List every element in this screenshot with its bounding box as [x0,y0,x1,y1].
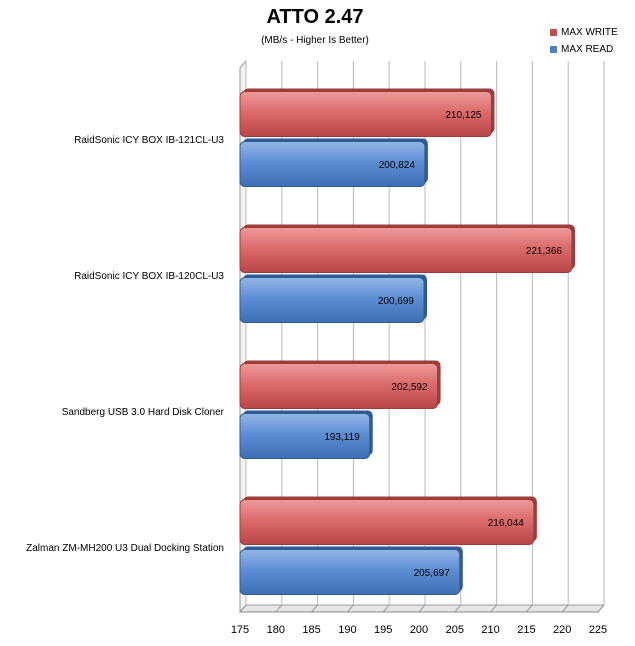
legend-label-write: MAX WRITE [561,27,618,38]
bar-write [239,363,439,409]
gridline-floor [561,604,569,613]
x-tick-label: 225 [589,624,607,636]
bar-read [239,413,371,459]
gridline-floor [311,604,318,613]
data-label-read: 205,697 [414,568,451,579]
category-label: Zalman ZM-MH200 U3 Dual Docking Station [26,543,224,554]
gridline-floor [490,604,497,613]
gridline-floor [597,604,605,613]
x-tick-label: 190 [338,624,356,636]
category-label: RaidSonic ICY BOX IB-121CL-U3 [74,135,224,146]
chart-title: ATTO 2.47 [266,6,364,28]
data-label-write: 202,592 [391,382,428,393]
data-label-read: 193,119 [324,432,360,443]
gridline-floor [382,604,390,613]
gridline-floor [239,604,247,613]
category-label: Sandberg USB 3.0 Hard Disk Cloner [62,407,225,418]
gridline-floor [347,604,354,613]
legend-item-write: MAX WRITE [550,24,618,41]
chart-subtitle: (MB/s - Higher Is Better) [261,35,369,46]
data-label-write: 221,366 [526,246,563,257]
x-tick-label: 215 [517,624,535,636]
x-tick-label: 175 [231,624,249,636]
bar-write [239,227,573,273]
gridline-floor [454,604,462,613]
x-tick-label: 180 [267,624,285,636]
data-label-write: 216,044 [488,518,525,529]
category-label: RaidSonic ICY BOX IB-120CL-U3 [74,271,224,282]
bar-read [239,141,426,187]
gridline-floor [526,604,533,613]
data-label-read: 200,824 [379,160,416,171]
x-tick-label: 195 [374,624,392,636]
x-tick-label: 200 [410,624,428,636]
x-tick-label: 185 [302,624,320,636]
data-label-write: 210,125 [445,110,482,121]
bar-read [239,277,425,323]
x-tick-label: 210 [481,624,499,636]
legend: MAX WRITE MAX READ [550,24,618,58]
legend-swatch-read [550,46,557,53]
gridline-floor [418,604,426,613]
bar-write [239,91,492,137]
x-tick-label: 205 [446,624,464,636]
legend-item-read: MAX READ [550,41,618,58]
legend-swatch-write [550,29,557,36]
x-tick-label: 220 [553,624,571,636]
data-label-read: 200,699 [378,296,415,307]
gridline-floor [275,604,283,613]
bar-read [239,549,461,595]
legend-label-read: MAX READ [561,44,614,55]
bar-write [239,499,535,545]
